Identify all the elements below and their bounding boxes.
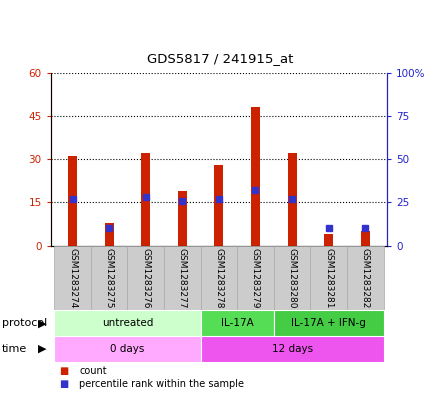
Bar: [201, 336, 384, 362]
Text: GSM1283274: GSM1283274: [68, 248, 77, 308]
Text: ■: ■: [59, 378, 69, 389]
Bar: [128, 246, 164, 310]
Bar: [54, 310, 201, 336]
Text: count: count: [79, 366, 107, 376]
Bar: [274, 246, 310, 310]
Bar: [68, 156, 77, 246]
Bar: [54, 336, 201, 362]
Bar: [361, 231, 370, 246]
Text: IL-17A + IFN-g: IL-17A + IFN-g: [291, 318, 366, 328]
Text: GSM1283278: GSM1283278: [214, 248, 224, 308]
Text: GDS5817 / 241915_at: GDS5817 / 241915_at: [147, 52, 293, 65]
Text: GSM1283276: GSM1283276: [141, 248, 150, 308]
Text: GSM1283280: GSM1283280: [288, 248, 297, 308]
Bar: [91, 246, 128, 310]
Bar: [178, 191, 187, 246]
Text: ▶: ▶: [37, 318, 46, 328]
Text: GSM1283279: GSM1283279: [251, 248, 260, 308]
Bar: [274, 310, 384, 336]
Text: percentile rank within the sample: percentile rank within the sample: [79, 378, 244, 389]
Text: untreated: untreated: [102, 318, 153, 328]
Bar: [287, 153, 297, 246]
Text: 12 days: 12 days: [271, 344, 313, 354]
Bar: [164, 246, 201, 310]
Bar: [324, 234, 333, 246]
Text: GSM1283277: GSM1283277: [178, 248, 187, 308]
Bar: [310, 246, 347, 310]
Text: ■: ■: [59, 366, 69, 376]
Text: ▶: ▶: [37, 344, 46, 354]
Text: IL-17A: IL-17A: [221, 318, 253, 328]
Text: GSM1283281: GSM1283281: [324, 248, 333, 308]
Text: time: time: [2, 344, 27, 354]
Bar: [141, 153, 150, 246]
Bar: [251, 107, 260, 246]
Bar: [201, 246, 237, 310]
Bar: [214, 165, 224, 246]
Text: GSM1283282: GSM1283282: [361, 248, 370, 308]
Bar: [237, 246, 274, 310]
Bar: [54, 246, 91, 310]
Text: GSM1283275: GSM1283275: [105, 248, 114, 308]
Bar: [347, 246, 384, 310]
Bar: [201, 310, 274, 336]
Text: protocol: protocol: [2, 318, 48, 328]
Bar: [105, 222, 114, 246]
Text: 0 days: 0 days: [110, 344, 145, 354]
